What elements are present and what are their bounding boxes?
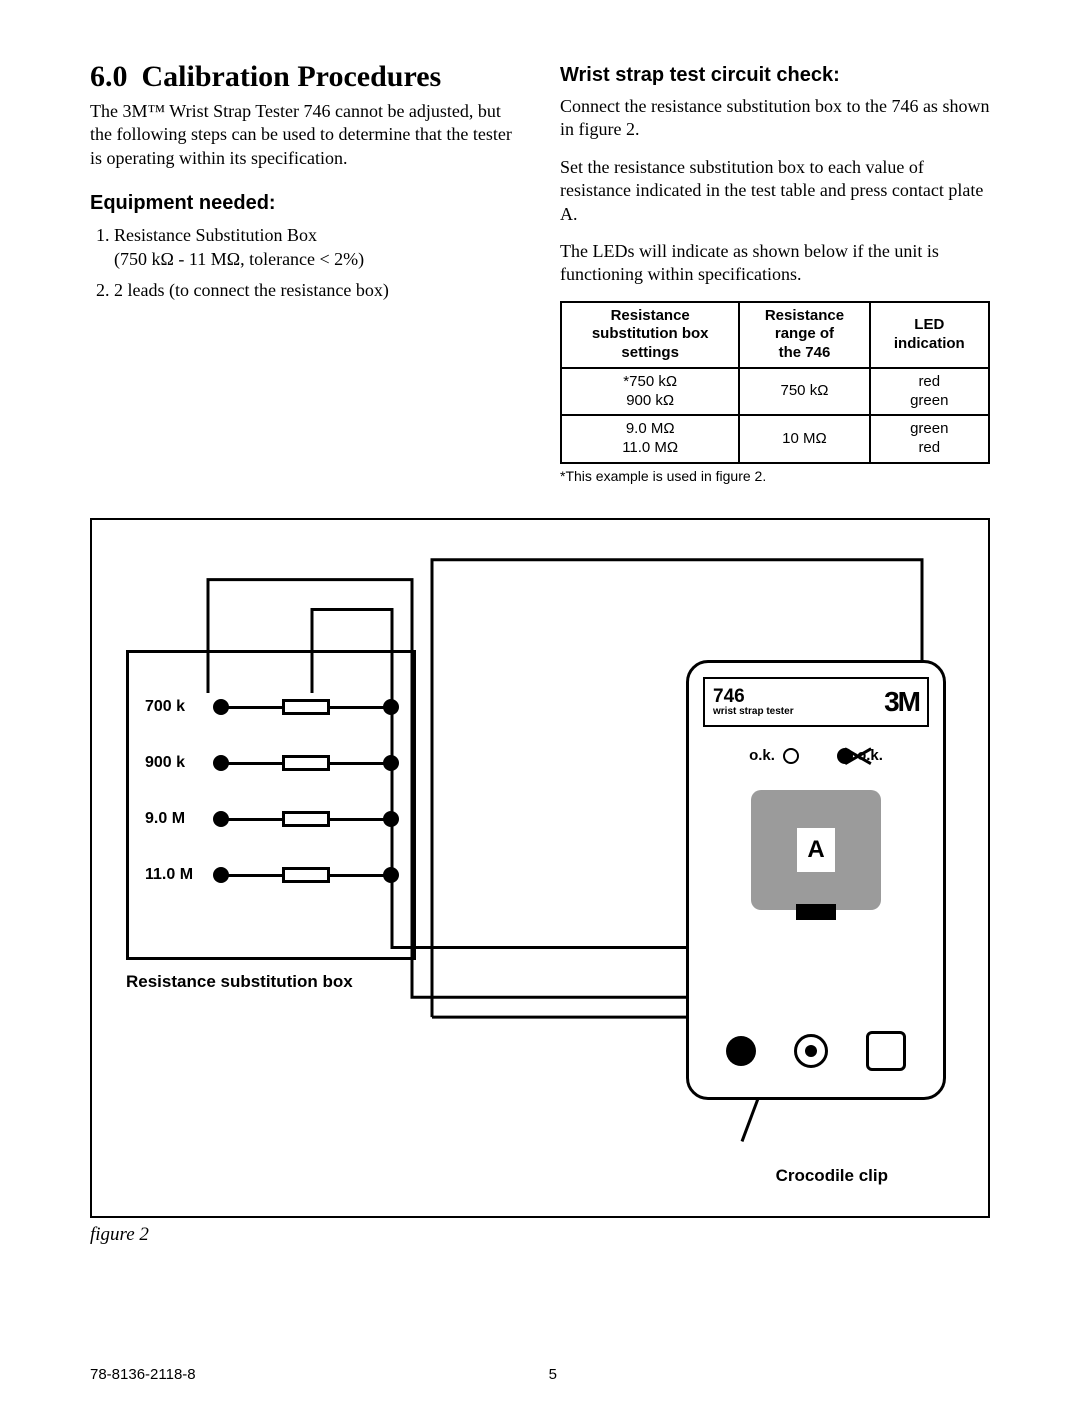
tester-746: 746 wrist strap tester 3M o.k. o.k. A <box>686 660 946 1100</box>
page-number: 5 <box>549 1366 557 1383</box>
resistor-label: 9.0 M <box>145 810 215 828</box>
equipment-item-main: 2 leads (to connect the resistance box) <box>114 280 389 300</box>
table-header: Resistance range of the 746 <box>739 302 869 368</box>
tester-header: 746 wrist strap tester 3M <box>703 677 929 727</box>
crocodile-clip-icon <box>796 904 836 920</box>
tester-bottom-controls <box>689 1031 943 1071</box>
figure-2: 700 k 900 k 9.0 M 11.0 M Resistance subs… <box>90 518 990 1218</box>
table-header: LED indication <box>870 302 989 368</box>
figure-caption: figure 2 <box>90 1224 990 1246</box>
resbox-title: Resistance substitution box <box>126 972 353 992</box>
section-intro: The 3M™ Wrist Strap Tester 746 cannot be… <box>90 100 520 170</box>
section-heading: 6.0 Calibration Procedures <box>90 60 520 94</box>
tester-model: 746 <box>713 687 794 707</box>
tester-subtitle: wrist strap tester <box>713 707 794 718</box>
jack-ring-icon <box>794 1034 828 1068</box>
resistor-label: 700 k <box>145 698 215 716</box>
wrist-p3: The LEDs will indicate as shown below if… <box>560 240 990 287</box>
brand-logo: 3M <box>884 686 919 718</box>
section-number: 6.0 <box>90 60 128 93</box>
wrist-p1: Connect the resistance substitution box … <box>560 95 990 142</box>
led-ok-icon <box>783 748 799 764</box>
page-footer: 78-8136-2118-8 5 <box>90 1366 990 1383</box>
resistor-row: 700 k <box>145 679 397 735</box>
equipment-list: Resistance Substitution Box (750 kΩ - 11… <box>90 223 520 302</box>
socket-icon <box>866 1031 906 1071</box>
table-header: Resistance substitution box settings <box>561 302 739 368</box>
wrist-heading: Wrist strap test circuit check: <box>560 64 990 87</box>
resistor-label: 900 k <box>145 754 215 772</box>
equipment-item-sub: (750 kΩ - 11 MΩ, tolerance < 2%) <box>114 247 520 271</box>
list-item: Resistance Substitution Box (750 kΩ - 11… <box>114 223 520 272</box>
resistor-row: 900 k <box>145 735 397 791</box>
resistor-row: 11.0 M <box>145 847 397 903</box>
resistor-row: 9.0 M <box>145 791 397 847</box>
table-row: 9.0 MΩ11.0 MΩ 10 MΩ greenred <box>561 415 989 463</box>
led-ok-label: o.k. <box>749 747 775 764</box>
doc-number: 78-8136-2118-8 <box>90 1366 196 1383</box>
equipment-heading: Equipment needed: <box>90 192 520 215</box>
wrist-p2: Set the resistance substitution box to e… <box>560 156 990 226</box>
led-table: Resistance substitution box settings Res… <box>560 301 990 464</box>
led-row: o.k. o.k. <box>703 747 929 764</box>
table-footnote: *This example is used in figure 2. <box>560 468 990 484</box>
equipment-item-main: Resistance Substitution Box <box>114 225 317 245</box>
crocodile-clip-label: Crocodile clip <box>776 1166 888 1186</box>
resistor-label: 11.0 M <box>145 866 215 884</box>
resistance-substitution-box: 700 k 900 k 9.0 M 11.0 M <box>126 650 416 960</box>
table-row: *750 kΩ900 kΩ 750 kΩ redgreen <box>561 368 989 416</box>
contact-plate: A <box>751 790 881 910</box>
list-item: 2 leads (to connect the resistance box) <box>114 278 520 302</box>
jack-icon <box>726 1036 756 1066</box>
contact-plate-label: A <box>797 828 835 872</box>
section-title: Calibration Procedures <box>142 60 442 93</box>
